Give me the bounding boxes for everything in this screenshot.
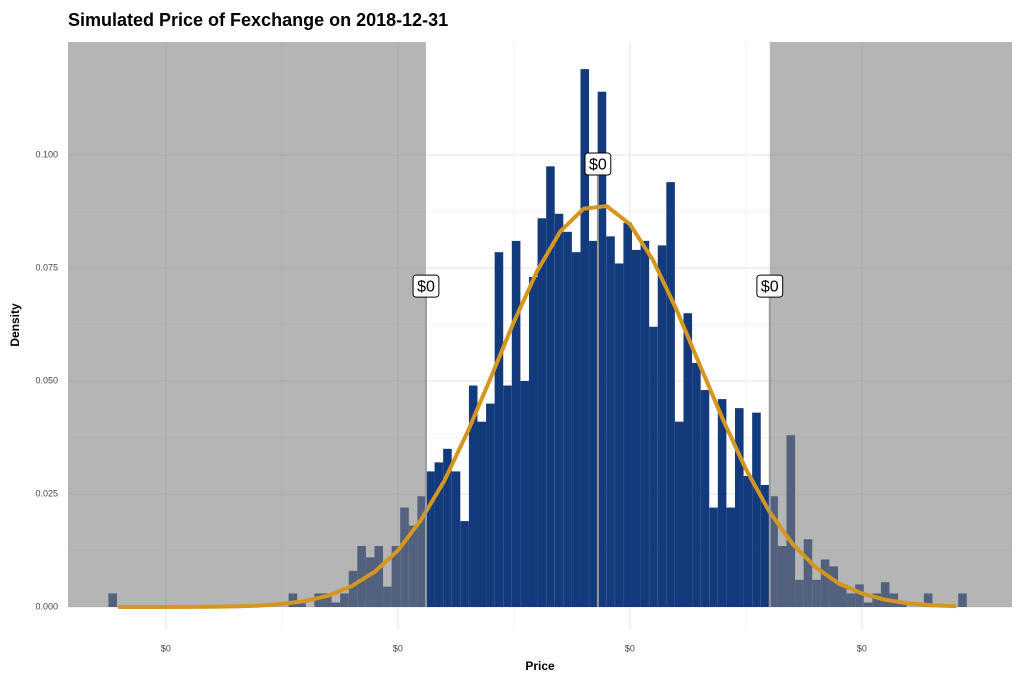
bar — [717, 399, 727, 607]
bar — [537, 218, 547, 607]
bar — [503, 385, 512, 607]
bar — [631, 249, 641, 608]
bar — [597, 91, 607, 608]
bar — [443, 448, 452, 607]
bar — [657, 245, 667, 607]
y-tick-label: 0.025 — [35, 488, 58, 498]
bar — [468, 385, 478, 607]
marker-label: $0 — [417, 278, 435, 295]
bar — [571, 252, 581, 607]
marker-box — [756, 274, 784, 298]
bar — [683, 313, 693, 607]
bar — [494, 252, 504, 607]
bar — [477, 421, 487, 607]
y-axis-title: Density — [8, 303, 22, 347]
bar — [580, 69, 590, 608]
bar — [666, 182, 675, 607]
marker-label: $0 — [589, 156, 607, 173]
marker-box — [584, 152, 612, 176]
bar — [760, 484, 770, 607]
y-tick-label: 0.100 — [35, 149, 58, 159]
bar — [674, 421, 684, 607]
shaded-region — [769, 42, 1012, 607]
y-tick-label: 0.000 — [35, 601, 58, 611]
bar — [520, 381, 529, 607]
marker-box — [412, 274, 440, 298]
bar — [460, 521, 469, 607]
bar — [743, 475, 753, 607]
bar — [546, 166, 555, 608]
bar — [606, 236, 615, 608]
bar — [528, 277, 538, 607]
bar — [614, 263, 624, 607]
bar — [623, 222, 632, 608]
x-tick-label: $0 — [161, 643, 171, 653]
bar — [554, 213, 564, 607]
marker-label: $0 — [761, 278, 779, 295]
bar — [563, 231, 572, 607]
y-tick-label: 0.050 — [35, 375, 58, 385]
bar — [709, 507, 718, 607]
density-curve — [117, 204, 957, 609]
bar — [726, 507, 735, 607]
x-tick-label: $0 — [393, 643, 403, 653]
y-tick-label: 0.075 — [35, 262, 58, 272]
bar — [511, 240, 521, 607]
bar — [640, 240, 650, 607]
bar — [451, 471, 461, 607]
bar — [434, 462, 444, 607]
bar — [692, 362, 701, 607]
chart-title: Simulated Price of Fexchange on 2018-12-… — [68, 10, 448, 30]
bar — [734, 408, 744, 607]
bar — [486, 403, 495, 607]
bar — [752, 412, 761, 607]
bar — [589, 240, 598, 607]
bar — [700, 390, 710, 607]
x-tick-label: $0 — [857, 643, 867, 653]
x-axis-title: Price — [525, 659, 555, 673]
shaded-region — [68, 42, 426, 607]
bar — [425, 471, 435, 607]
x-tick-label: $0 — [625, 643, 635, 653]
bar — [649, 326, 658, 607]
